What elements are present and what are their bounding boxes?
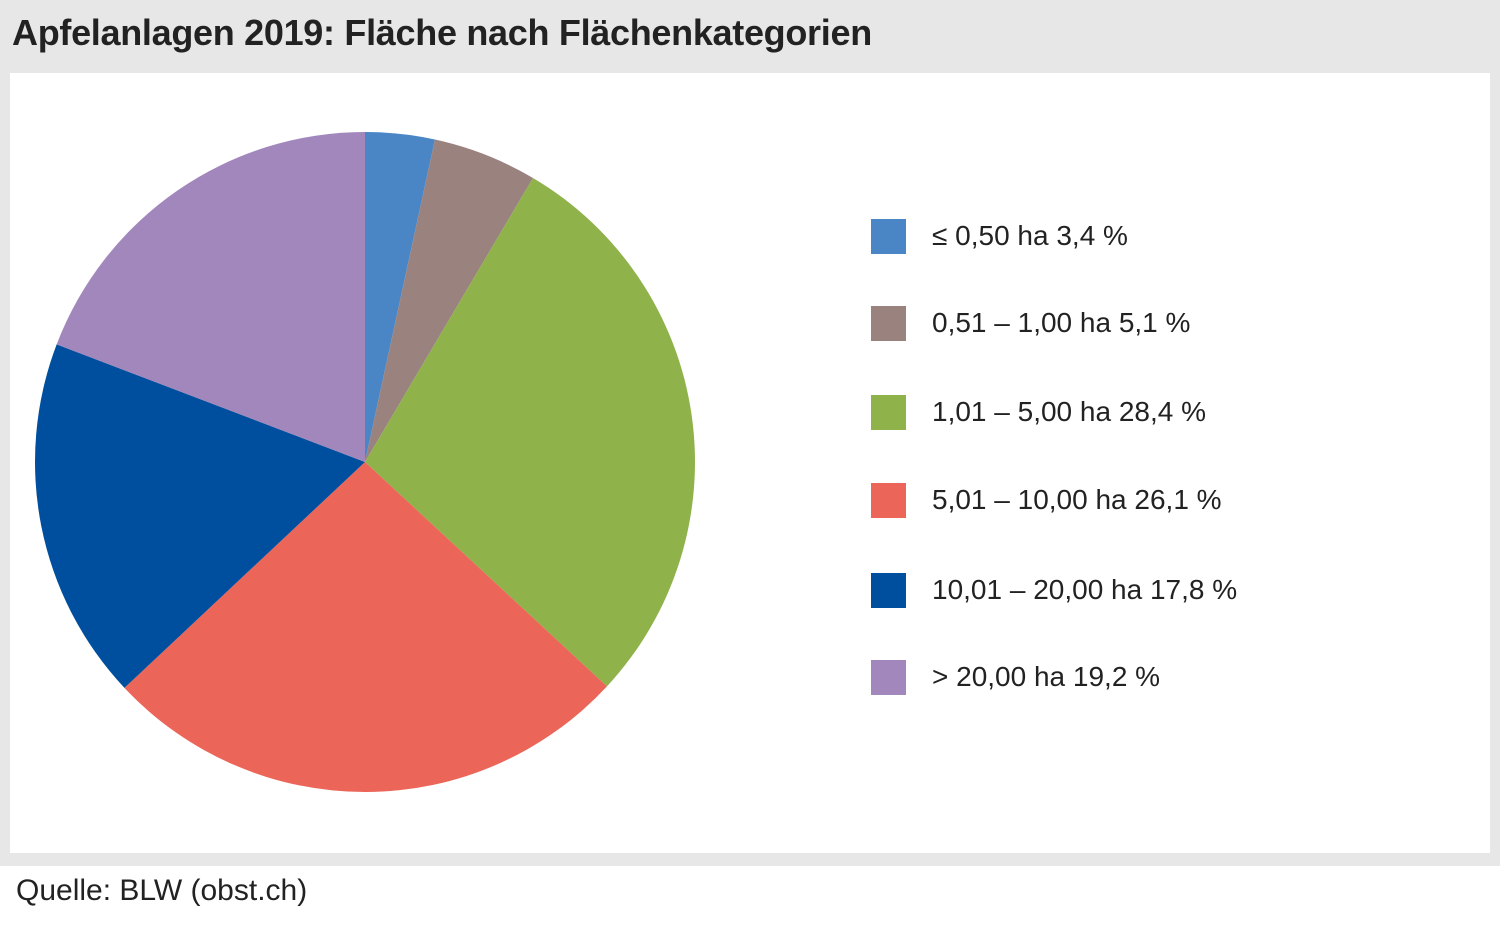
legend-swatch xyxy=(871,483,906,518)
legend-label: 0,51 – 1,00 ha 5,1 % xyxy=(932,307,1191,338)
legend-swatch xyxy=(871,573,906,608)
pie-slice-1 xyxy=(365,132,435,462)
legend-label: ≤ 0,50 ha 3,4 % xyxy=(932,220,1128,251)
chart-panel: ≤ 0,50 ha 3,4 % 0,51 – 1,00 ha 5,1 % 1,01 … xyxy=(10,73,1490,853)
chart-title: Apfelanlagen 2019: Fläche nach Flächenka… xyxy=(12,12,872,53)
legend-label: > 20,00 ha 19,2 % xyxy=(932,661,1161,692)
source-note: Quelle: BLW (obst.ch) xyxy=(16,874,308,907)
legend-swatch xyxy=(871,219,906,254)
pie-chart xyxy=(34,132,695,792)
chart-frame: Apfelanlagen 2019: Fläche nach Flächenka… xyxy=(0,0,1500,866)
pie-slice-3 xyxy=(365,177,695,687)
legend-swatch xyxy=(871,395,906,430)
pie-slice-2 xyxy=(365,139,533,462)
pie-slice-6 xyxy=(56,132,366,462)
pie-slice-5 xyxy=(34,344,365,688)
legend-label: 1,01 – 5,00 ha 28,4 % xyxy=(932,396,1206,427)
pie-slice-4 xyxy=(124,462,607,792)
legend-label: 10,01 – 20,00 ha 17,8 % xyxy=(932,574,1238,605)
legend-swatch xyxy=(871,660,906,695)
legend-label: 5,01 – 10,00 ha 26,1 % xyxy=(932,484,1222,515)
legend-swatch xyxy=(871,306,906,341)
